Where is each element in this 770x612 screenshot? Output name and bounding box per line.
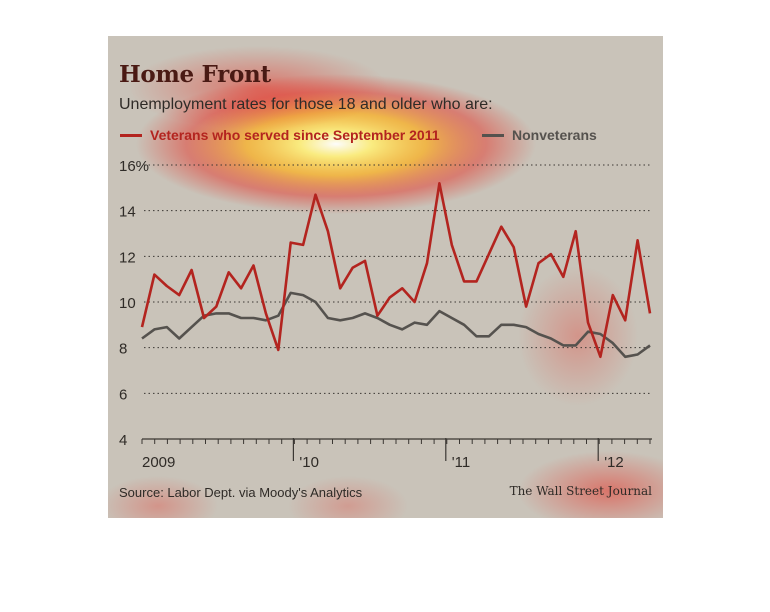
line-chart: 4 6 8 10 12 14 16% 2009 '10 '11 '12	[119, 158, 652, 471]
legend-swatch-nonveterans	[482, 133, 504, 137]
y-tick-label: 4	[119, 432, 127, 449]
legend-swatch-veterans	[120, 133, 142, 137]
y-tick-label: 8	[119, 341, 127, 358]
legend-label-veterans: Veterans who served since September 2011	[150, 127, 440, 143]
legend-label-nonveterans: Nonveterans	[512, 127, 597, 143]
chart-panel: Home Front Unemployment rates for those …	[108, 36, 663, 518]
chart-title: Home Front	[119, 61, 271, 88]
legend-item-nonveterans: Nonveterans	[482, 127, 597, 143]
series-line-veterans	[140, 182, 652, 359]
legend-item-veterans: Veterans who served since September 2011	[120, 127, 440, 143]
y-tick-label: 16%	[119, 158, 149, 175]
x-tick-label: 2009	[142, 454, 175, 471]
y-tick-label: 6	[119, 386, 127, 403]
x-tick-label: '11	[452, 454, 470, 471]
source-note: Source: Labor Dept. via Moody's Analytic…	[119, 485, 363, 500]
y-tick-label: 14	[119, 204, 136, 221]
y-tick-label: 12	[119, 249, 136, 266]
x-tick-label: '10	[299, 454, 319, 471]
x-tick-label: '12	[604, 454, 624, 471]
publisher-credit: The Wall Street Journal	[509, 484, 652, 498]
chart-subtitle: Unemployment rates for those 18 and olde…	[119, 96, 493, 113]
series-line-nonveterans	[141, 291, 651, 359]
y-tick-label: 10	[119, 295, 136, 312]
